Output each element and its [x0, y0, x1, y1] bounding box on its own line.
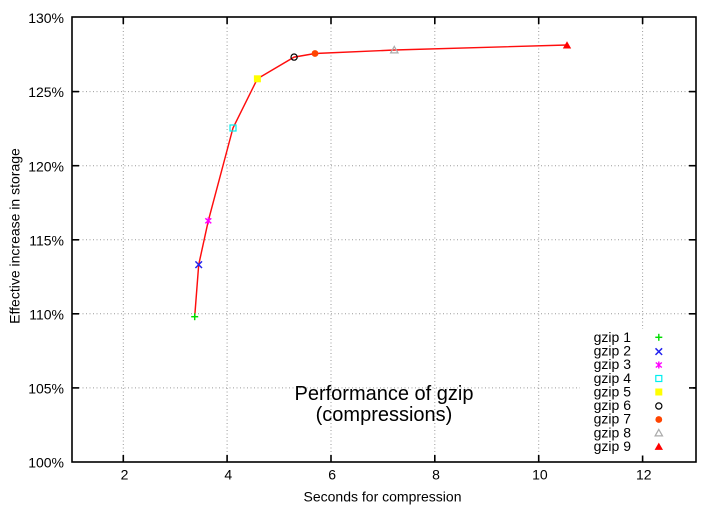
svg-text:gzip 9: gzip 9	[594, 438, 632, 454]
svg-text:gzip 2: gzip 2	[594, 343, 632, 359]
svg-text:Seconds for compression: Seconds for compression	[304, 489, 462, 505]
svg-text:115%: 115%	[29, 232, 64, 248]
svg-text:Performance of gzip: Performance of gzip	[295, 383, 474, 405]
svg-text:120%: 120%	[28, 158, 64, 174]
svg-text:110%: 110%	[29, 306, 64, 322]
svg-text:gzip 7: gzip 7	[594, 411, 632, 427]
svg-text:130%: 130%	[28, 10, 64, 26]
svg-text:10: 10	[532, 467, 548, 483]
svg-text:100%: 100%	[28, 455, 64, 471]
svg-text:gzip 8: gzip 8	[594, 424, 632, 440]
svg-text:gzip 6: gzip 6	[594, 397, 632, 413]
svg-text:4: 4	[224, 467, 232, 483]
svg-text:6: 6	[328, 467, 336, 483]
svg-text:Effective increase in storage: Effective increase in storage	[7, 148, 23, 324]
svg-text:2: 2	[121, 467, 129, 483]
svg-text:105%: 105%	[28, 381, 64, 397]
svg-text:12: 12	[636, 467, 652, 483]
svg-text:125%: 125%	[28, 84, 64, 100]
svg-text:8: 8	[432, 467, 440, 483]
svg-text:gzip 4: gzip 4	[594, 370, 632, 386]
svg-text:gzip 1: gzip 1	[594, 329, 632, 345]
svg-text:(compressions): (compressions)	[316, 404, 453, 426]
svg-text:gzip 3: gzip 3	[594, 356, 632, 372]
svg-text:gzip 5: gzip 5	[594, 383, 632, 399]
